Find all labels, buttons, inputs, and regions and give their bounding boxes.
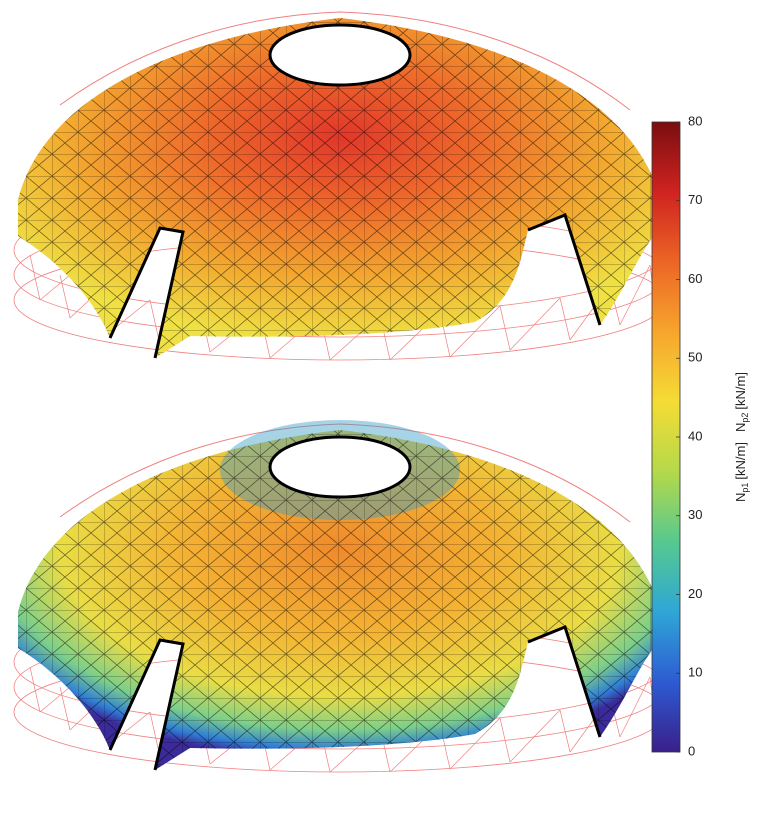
- tick-label: 50: [688, 350, 702, 365]
- label-subscript: p2: [740, 413, 750, 423]
- label-unit: [kN/m]: [733, 372, 748, 410]
- tick-label: 40: [688, 428, 702, 443]
- tick-label: 70: [688, 192, 702, 207]
- dome-top: [14, 12, 666, 360]
- label-unit: [kN/m]: [733, 442, 748, 480]
- label-symbol: N: [733, 423, 748, 432]
- colorbar: [652, 122, 680, 752]
- dome-bottom: [14, 420, 666, 772]
- tick-label: 80: [688, 113, 702, 128]
- tick-label: 20: [688, 586, 702, 601]
- colorbar-label: Np1 [kN/m] Np2 [kN/m]: [733, 372, 750, 502]
- label-subscript: p1: [740, 483, 750, 493]
- tick-label: 30: [688, 507, 702, 522]
- tick-label: 10: [688, 665, 702, 680]
- tick-label: 60: [688, 271, 702, 286]
- label-symbol: N: [733, 493, 748, 502]
- tick-label: 0: [688, 743, 695, 758]
- figure: Np1 [kN/m] Np2 [kN/m] 0 10 20 30 40 50 60 70 80: [0, 0, 770, 816]
